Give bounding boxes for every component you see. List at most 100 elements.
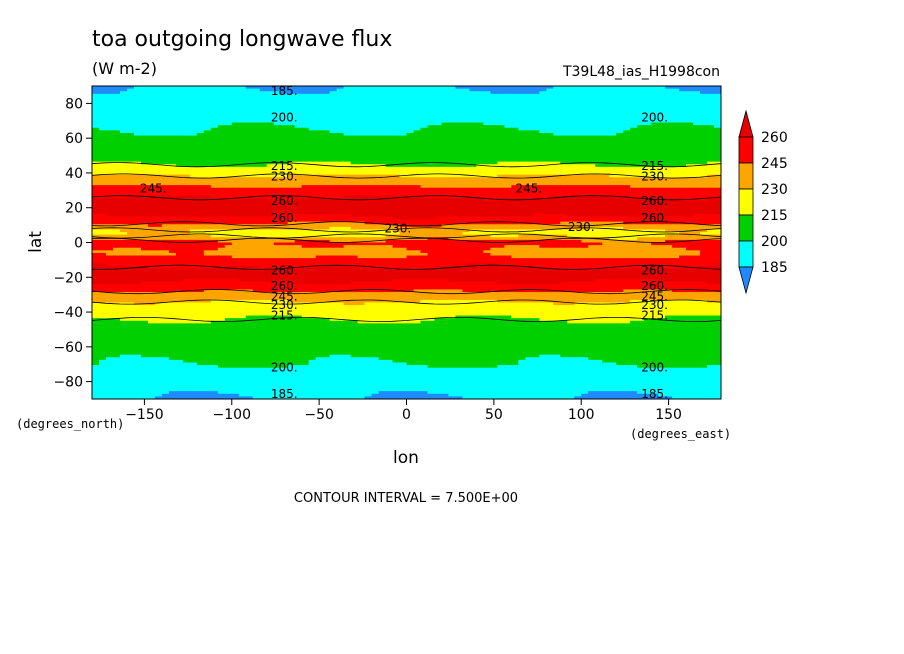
field-cell — [210, 153, 219, 158]
field-cell — [693, 112, 701, 116]
field-cell — [154, 221, 163, 225]
field-cell — [553, 117, 561, 121]
field-cell — [308, 91, 317, 95]
field-cell — [602, 177, 610, 181]
field-cell — [98, 208, 107, 212]
field-cell — [462, 192, 470, 197]
field-cell — [203, 166, 212, 171]
field-cell — [490, 117, 498, 121]
field-cell — [315, 127, 324, 131]
field-cell — [266, 198, 275, 202]
field-cell — [707, 195, 715, 199]
field-cell — [119, 169, 128, 173]
field-cell — [399, 198, 408, 202]
field-cell — [448, 143, 457, 147]
field-cell — [448, 179, 457, 184]
field-cell — [714, 119, 721, 124]
field-cell — [665, 205, 673, 210]
field-cell — [245, 143, 254, 147]
field-cell — [567, 122, 575, 126]
field-cell — [658, 203, 666, 207]
field-cell — [497, 148, 505, 152]
field-cell — [644, 159, 652, 163]
field-cell — [574, 86, 582, 90]
field-cell — [399, 182, 408, 186]
field-cell — [637, 172, 645, 176]
field-cell — [147, 91, 156, 95]
field-cell — [238, 226, 247, 231]
field-cell — [595, 179, 603, 184]
field-cell — [434, 93, 443, 98]
field-cell — [609, 177, 617, 181]
field-cell — [182, 182, 191, 186]
field-cell — [406, 187, 415, 191]
field-cell — [539, 86, 547, 90]
field-cell — [280, 106, 289, 111]
field-cell — [588, 91, 596, 95]
field-cell — [427, 125, 436, 129]
field-cell — [560, 182, 568, 186]
field-cell — [245, 198, 254, 202]
field-cell — [553, 112, 561, 116]
field-cell — [441, 99, 450, 103]
field-cell — [511, 208, 519, 212]
field-cell — [224, 159, 233, 163]
field-cell — [525, 148, 533, 152]
field-cell — [483, 192, 491, 197]
field-cell — [392, 122, 401, 126]
field-cell — [406, 205, 415, 210]
field-cell — [714, 101, 721, 105]
field-cell — [119, 117, 128, 121]
field-cell — [105, 143, 114, 147]
field-cell — [427, 208, 436, 212]
field-cell — [147, 109, 156, 113]
field-cell — [168, 145, 177, 150]
field-cell — [462, 99, 470, 103]
field-cell — [126, 88, 135, 92]
field-cell — [280, 164, 289, 168]
field-cell — [665, 166, 673, 171]
field-cell — [343, 172, 352, 176]
field-cell — [259, 187, 268, 191]
field-cell — [413, 174, 422, 178]
field-cell — [616, 213, 624, 218]
field-cell — [280, 96, 289, 100]
field-cell — [210, 148, 219, 152]
field-cell — [532, 208, 540, 212]
field-cell — [371, 169, 380, 173]
field-cell — [259, 119, 268, 124]
field-cell — [623, 93, 631, 98]
field-cell — [420, 106, 429, 111]
field-cell — [427, 93, 436, 98]
field-cell — [105, 156, 114, 160]
field-cell — [231, 132, 240, 137]
field-cell — [560, 221, 568, 225]
field-cell — [147, 219, 156, 223]
field-cell — [238, 148, 247, 152]
field-cell — [441, 112, 450, 116]
field-cell — [476, 96, 484, 100]
field-cell — [315, 93, 324, 98]
field-cell — [413, 195, 422, 199]
field-cell — [336, 117, 345, 121]
field-cell — [427, 177, 436, 181]
field-cell — [714, 200, 721, 204]
field-cell — [448, 106, 457, 111]
field-cell — [245, 205, 254, 210]
field-cell — [525, 114, 533, 118]
field-cell — [469, 101, 477, 105]
field-cell — [343, 192, 352, 197]
field-cell — [462, 93, 470, 98]
field-cell — [462, 112, 470, 116]
field-cell — [287, 104, 296, 108]
field-cell — [182, 151, 191, 155]
field-cell — [441, 179, 450, 184]
field-cell — [217, 195, 226, 199]
field-cell — [413, 159, 422, 163]
field-cell — [518, 169, 526, 173]
field-cell — [707, 135, 715, 139]
field-cell — [539, 117, 547, 121]
field-cell — [154, 216, 163, 220]
field-cell — [406, 200, 415, 204]
field-cell — [224, 226, 233, 231]
